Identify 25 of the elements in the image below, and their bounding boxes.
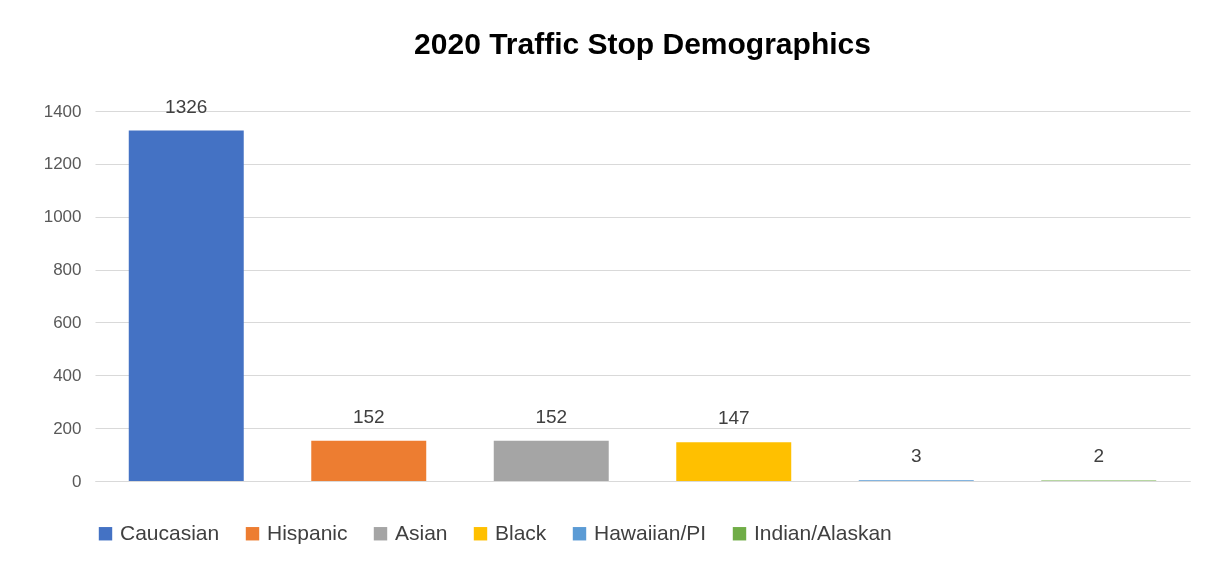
bar	[128, 130, 244, 481]
data-label: 3	[910, 445, 922, 467]
data-label: 147	[717, 407, 750, 429]
y-tick-label: 600	[53, 312, 82, 332]
bar	[676, 442, 792, 481]
data-label: 152	[352, 405, 385, 427]
data-label: 1326	[165, 95, 208, 117]
legend-label: Black	[495, 520, 547, 544]
legend-label: Hawaiian/PI	[594, 520, 707, 544]
chart-title: 2020 Traffic Stop Demographics	[414, 26, 871, 60]
bar	[311, 440, 427, 481]
legend-label: Asian	[395, 520, 448, 544]
y-tick-label: 1000	[43, 207, 82, 227]
legend-label: Indian/Alaskan	[754, 520, 892, 544]
y-tick-label: 400	[53, 365, 82, 385]
data-label: 2	[1093, 445, 1105, 467]
y-tick-label: 200	[53, 418, 82, 438]
legend-label: Hispanic	[267, 520, 348, 544]
y-tick-label: 1200	[43, 154, 82, 174]
y-tick-label: 800	[53, 260, 82, 280]
legend-label: Caucasian	[120, 520, 220, 544]
y-tick-label: 1400	[43, 101, 82, 121]
data-label: 152	[535, 405, 568, 427]
bar	[493, 440, 609, 481]
y-tick-label: 0	[72, 471, 82, 491]
